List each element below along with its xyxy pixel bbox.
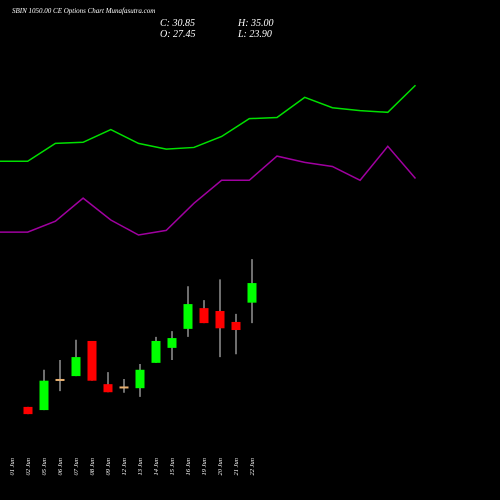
x-tick-label: 01 Jun bbox=[9, 458, 16, 476]
x-tick-label: 15 Jun bbox=[169, 458, 176, 476]
x-tick-label: 16 Jun bbox=[185, 458, 192, 476]
x-tick-label: 08 Jun bbox=[89, 458, 96, 476]
candle-body bbox=[135, 369, 145, 389]
ohlc-label: C: 30.85 bbox=[160, 18, 195, 29]
candle-body bbox=[119, 386, 129, 389]
candle-body bbox=[167, 338, 177, 348]
candle-body bbox=[151, 340, 161, 363]
candle-body bbox=[231, 321, 241, 331]
x-tick-label: 07 Jun bbox=[73, 458, 80, 476]
x-tick-label: 14 Jun bbox=[153, 458, 160, 476]
candle-body bbox=[55, 378, 65, 381]
candle-body bbox=[87, 340, 97, 381]
candle-body bbox=[247, 283, 257, 303]
x-tick-label: 02 Jun bbox=[25, 458, 32, 476]
ohlc-label: L: 23.90 bbox=[237, 29, 272, 40]
candle-body bbox=[215, 311, 225, 329]
ohlc-label: O: 27.45 bbox=[160, 29, 196, 40]
candle-body bbox=[39, 380, 49, 411]
x-tick-label: 09 Jun bbox=[105, 458, 112, 476]
candle-body bbox=[183, 304, 193, 329]
candle-body bbox=[71, 357, 81, 377]
x-tick-label: 13 Jun bbox=[137, 458, 144, 476]
x-tick-label: 22 Jun bbox=[249, 458, 256, 476]
x-tick-label: 19 Jun bbox=[201, 458, 208, 476]
candle-body bbox=[103, 384, 113, 393]
x-tick-label: 12 Jun bbox=[121, 458, 128, 476]
x-tick-label: 06 Jun bbox=[57, 458, 64, 476]
indicator-line bbox=[0, 145, 417, 236]
candle-body bbox=[23, 406, 33, 415]
x-tick-label: 21 Jun bbox=[233, 458, 240, 476]
ohlc-label: H: 35.00 bbox=[237, 18, 274, 29]
candle-body bbox=[199, 308, 209, 324]
x-tick-label: 05 Jun bbox=[41, 458, 48, 476]
chart-title: SBIN 1050.00 CE Options Chart Munafasutr… bbox=[12, 7, 155, 15]
x-tick-label: 20 Jun bbox=[217, 458, 224, 476]
indicator-line bbox=[0, 84, 417, 163]
